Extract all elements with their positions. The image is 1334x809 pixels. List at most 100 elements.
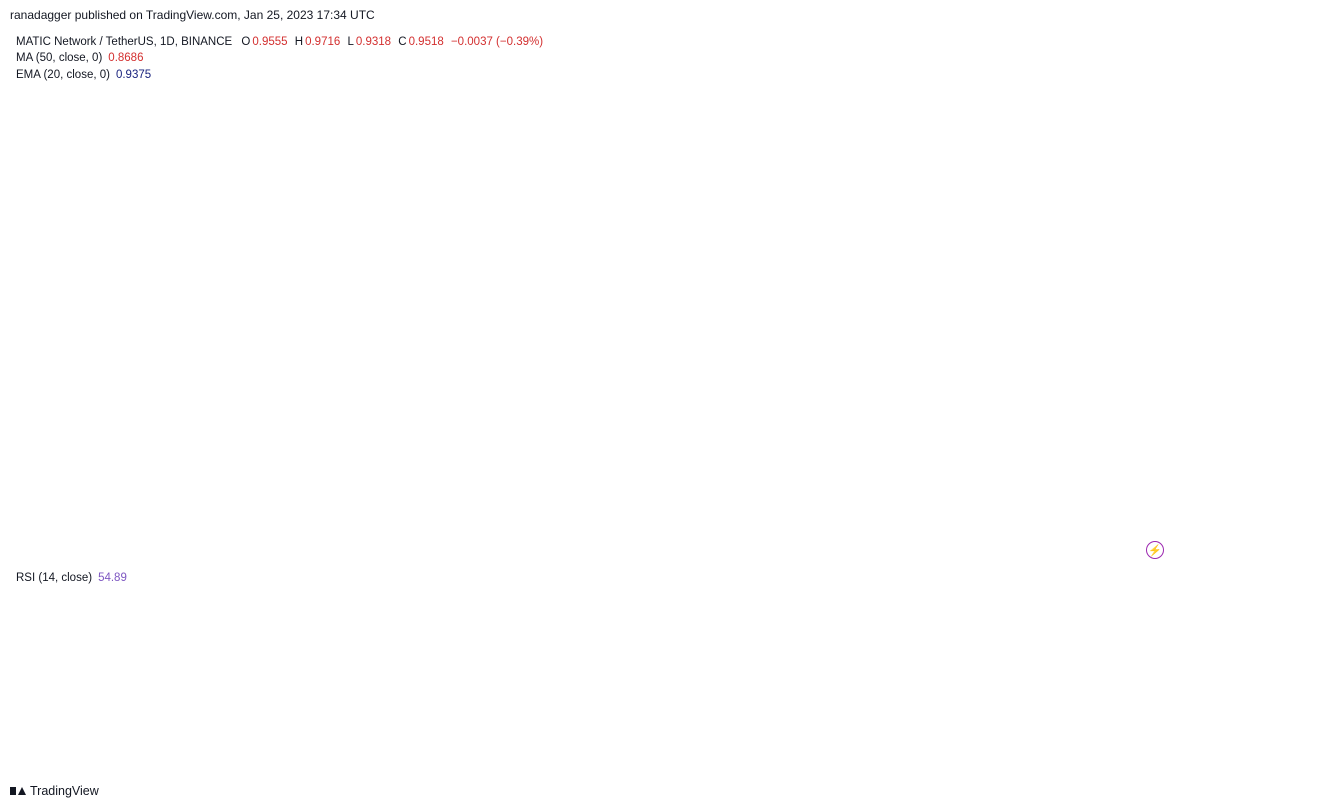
candle-body [860,284,863,294]
candle-body [682,352,685,363]
candle-body [507,276,511,281]
candle-body [484,275,488,288]
candle-body [500,259,503,267]
candle-body [949,288,952,300]
candle-body [596,302,600,317]
candle-body [1072,317,1076,325]
candle-body [867,298,871,300]
candle-body [767,327,770,340]
candle-body [639,339,643,341]
candle-body [558,327,561,331]
candle-body [326,460,329,467]
candle-body [968,287,971,301]
candle-body [295,488,298,509]
candle-body [608,296,612,305]
symbol-name-tag [1184,272,1254,289]
candle-body [801,242,805,258]
candle-body [747,337,751,344]
candle-body [821,158,824,174]
candle-body [562,327,565,333]
candle-body [418,286,422,305]
candle-body [202,407,205,414]
last-price-tag-value: 0.9518 [1264,275,1298,287]
candle-body [565,322,569,333]
candle-body [790,296,793,300]
candle-body [720,330,724,343]
candle-body [616,281,619,293]
tradingview-logo[interactable]: TradingView [10,784,99,798]
candle-body [871,298,875,303]
candle-body [237,412,240,419]
open-value: 0.9555 [252,36,288,48]
candle-body [542,331,546,333]
candle-body [310,440,314,463]
candle-body [546,331,550,343]
candle-body [1096,273,1099,295]
ema-legend[interactable]: EMA (20, close, 0) 0.9375 [16,69,151,81]
candle-body [585,306,588,311]
candle-body [480,287,484,296]
candle-body [384,404,387,433]
candle-body [415,276,418,287]
candle-body [1115,254,1118,259]
candle-body [341,456,345,468]
candle-body [794,288,797,300]
rsi-legend[interactable]: RSI (14, close) 54.89 [16,572,127,584]
candle-body [151,395,155,405]
candle-body [329,460,333,468]
candle-body [395,355,399,382]
candle-body [337,467,341,480]
candle-body [283,520,287,525]
time-tick-label: Aug [445,754,465,766]
candle-body [771,318,774,328]
candle-body [260,427,263,464]
candle-body [163,397,167,404]
candle-body [999,334,1002,339]
candle-body [817,173,821,182]
candle-body [732,338,735,352]
candle-body [82,135,85,140]
ma-legend[interactable]: MA (50, close, 0) 0.8686 [16,52,143,64]
candle-body [148,402,151,405]
candle-body [314,440,317,448]
lightning-icon[interactable]: ⚡ [1146,541,1164,559]
candle-body [921,311,925,314]
candle-body [1010,343,1014,354]
symbol-title[interactable]: MATIC Network / TetherUS, 1D, BINANCE [16,36,233,48]
candle-body [593,315,596,317]
candle-body [461,289,465,300]
candle-body [883,318,886,325]
candle-body [937,293,940,300]
candle-body [515,273,519,281]
candle-body [554,330,557,344]
candle-body [1065,341,1068,346]
candle-body [496,266,499,282]
candle-body [144,402,147,404]
candle-body [182,407,186,416]
rsi-value-tag [1258,633,1302,650]
candle-body [1103,254,1107,266]
candle-body [863,293,867,300]
candle-body [78,131,81,140]
candle-body [136,390,139,419]
candle-body [279,520,283,525]
candle-body [600,298,604,303]
candle-body [109,209,112,215]
tradingview-mark-icon [10,786,26,796]
ma50-line [9,44,1140,449]
candle-body [1022,348,1026,351]
candle-body [1111,258,1115,270]
candles [8,39,1142,533]
candle-body [120,268,124,298]
time-tick-label: Oct [682,754,699,766]
candle-body [538,332,542,340]
candle-body [457,288,461,290]
ma-name-tag-label: MA [1233,325,1250,337]
candle-body [380,432,383,445]
candle-body [623,306,627,308]
candle-body [651,365,654,370]
candle-body [743,337,747,341]
candle-body [662,355,666,363]
